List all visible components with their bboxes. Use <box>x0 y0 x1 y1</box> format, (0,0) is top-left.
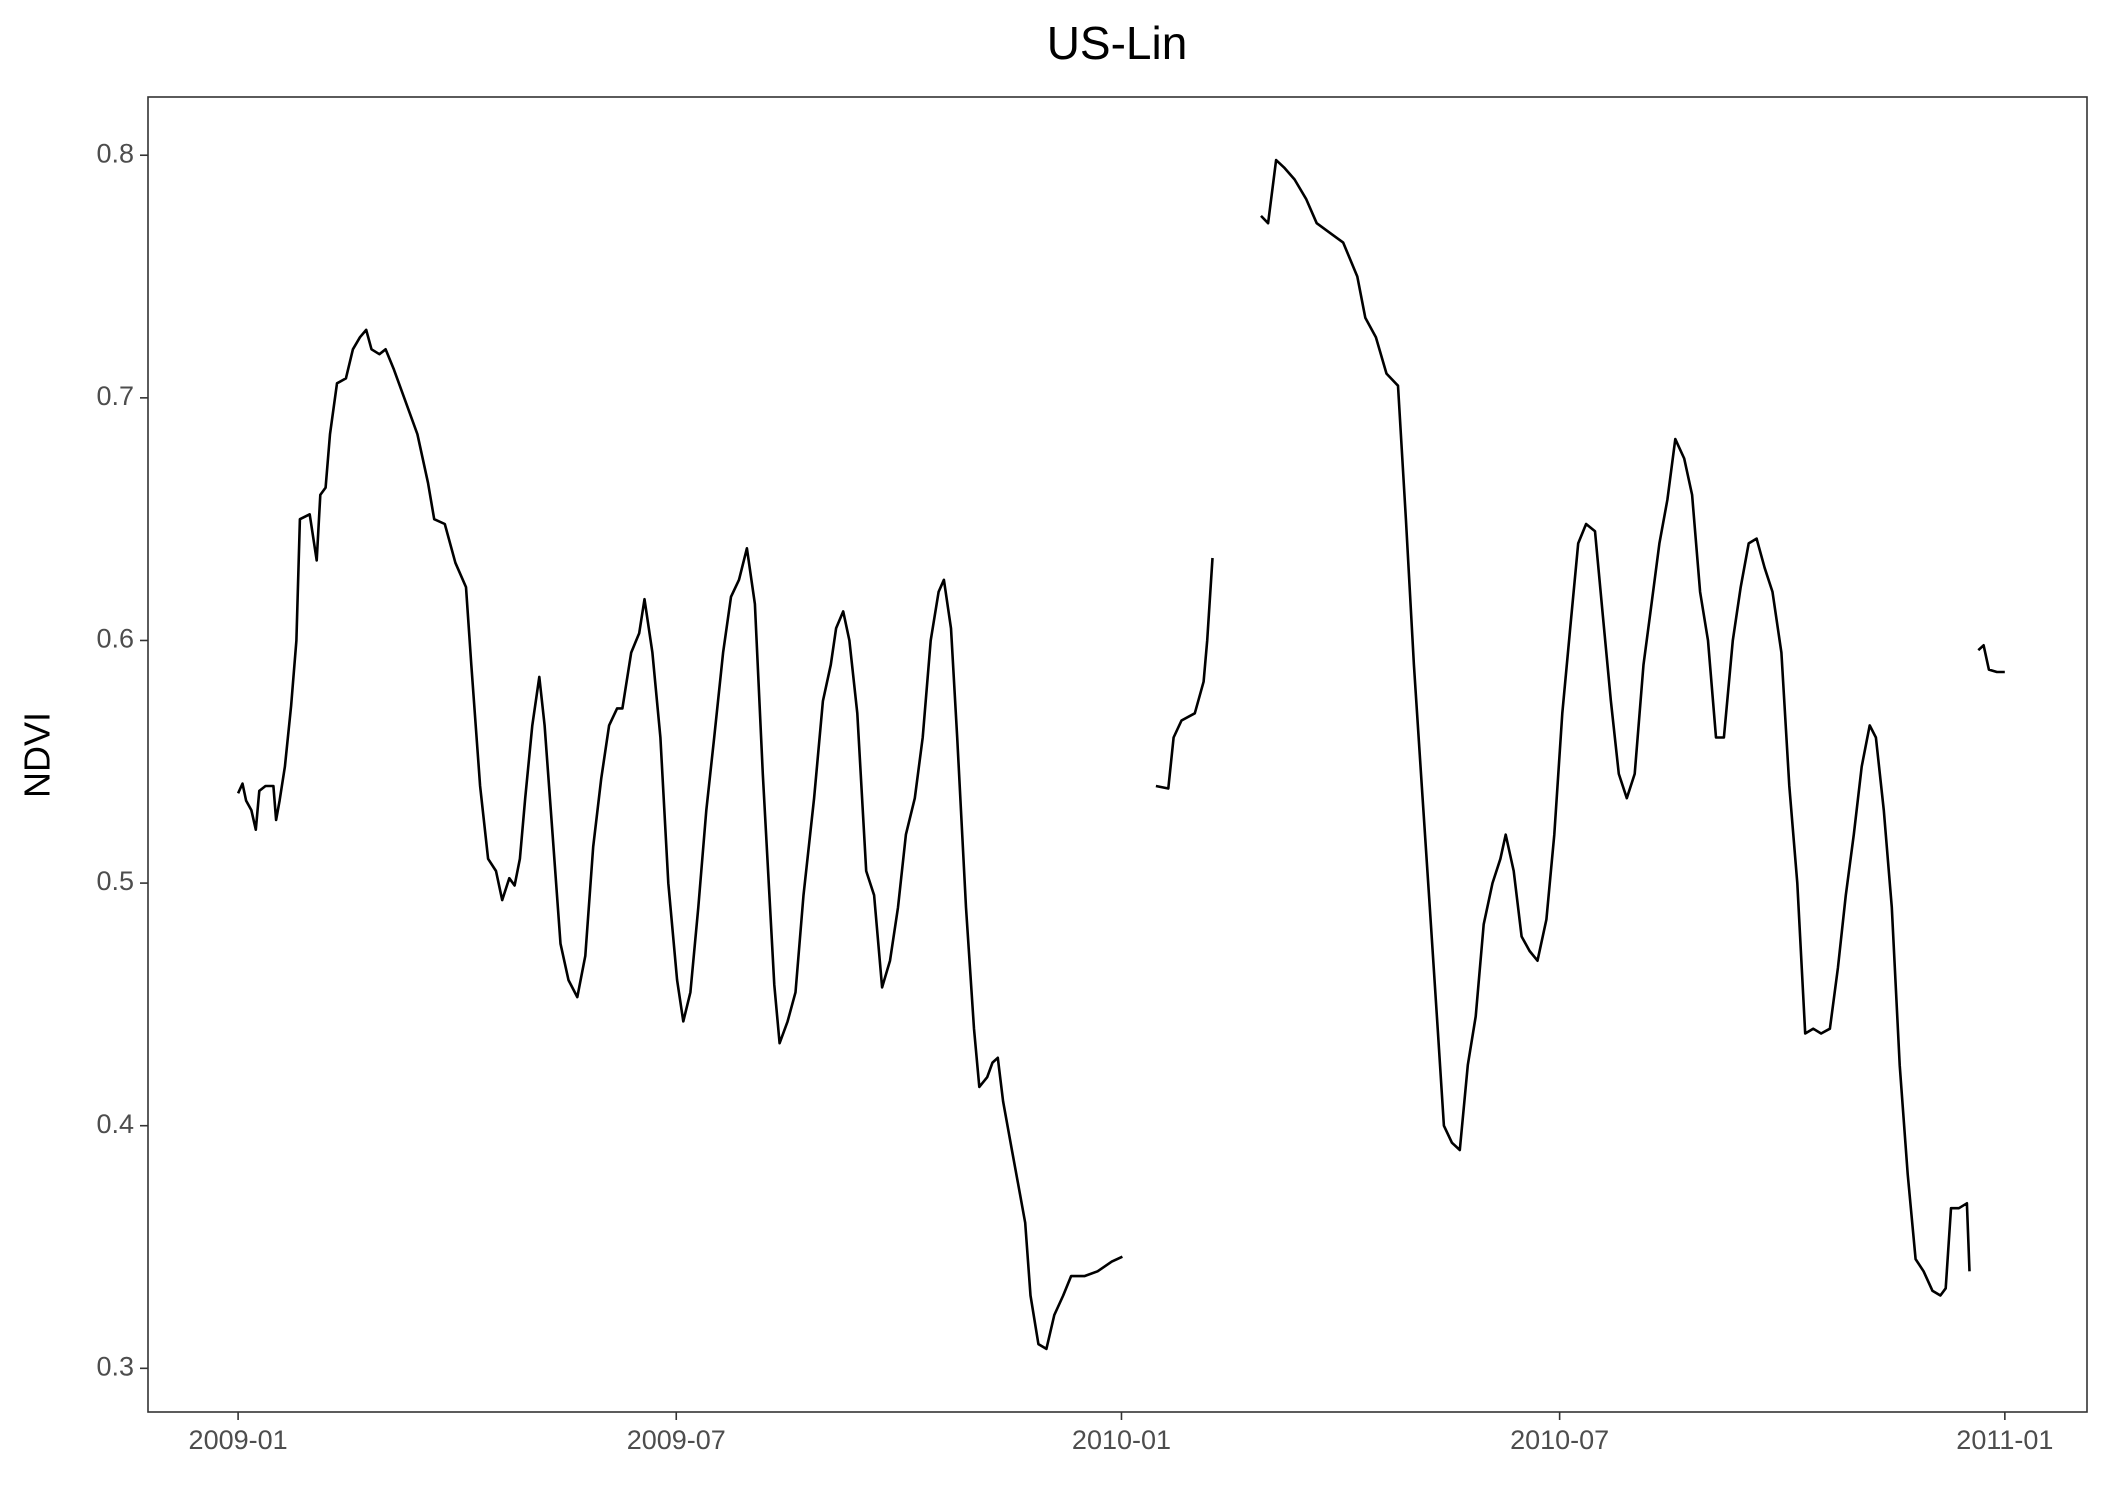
y-tick-label: 0.3 <box>96 1351 134 1381</box>
y-axis-label: NDVI <box>17 712 58 798</box>
y-tick-label: 0.5 <box>96 866 134 896</box>
x-tick-label: 2010-01 <box>1072 1425 1171 1455</box>
y-tick-label: 0.7 <box>96 381 134 411</box>
y-tick-label: 0.6 <box>96 624 134 654</box>
y-tick-label: 0.8 <box>96 138 134 168</box>
data-line <box>236 158 2005 1351</box>
x-tick-label: 2010-07 <box>1510 1425 1609 1455</box>
x-tick-label: 2009-01 <box>189 1425 288 1455</box>
y-tick-label: 0.4 <box>96 1109 134 1139</box>
x-tick-label: 2011-01 <box>1956 1425 2053 1455</box>
plot-panel <box>147 96 2088 1413</box>
chart-title: US-Lin <box>1047 17 1188 69</box>
x-tick-label: 2009-07 <box>627 1425 726 1455</box>
